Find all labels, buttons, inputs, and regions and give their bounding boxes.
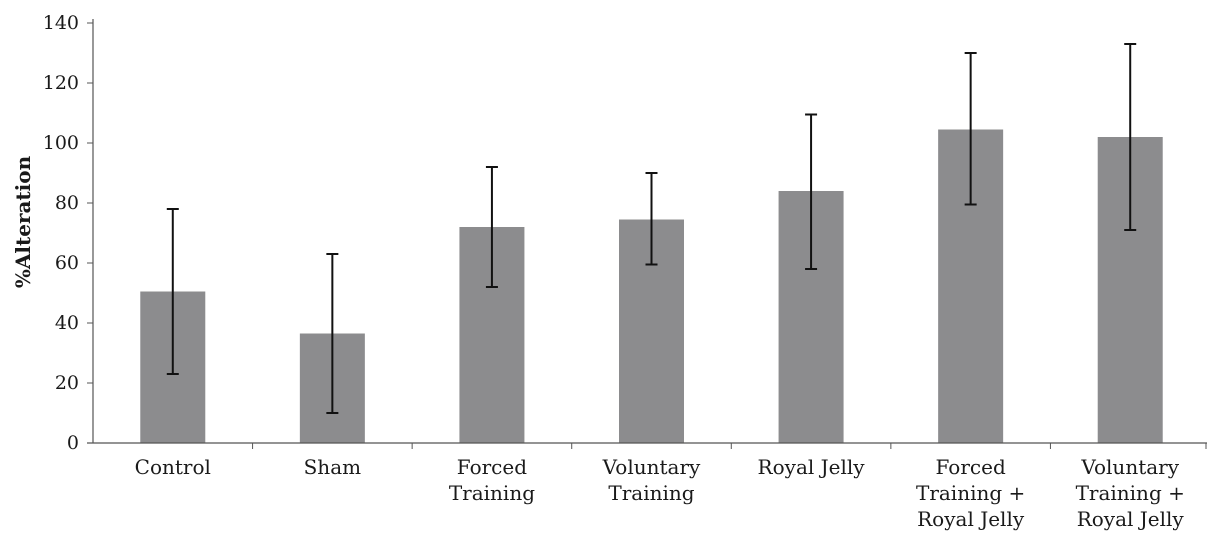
y-tick-label: 20 — [55, 372, 79, 394]
x-category-label: Forced Training — [449, 455, 535, 505]
x-category-label-line: Training + — [1076, 481, 1185, 505]
x-category-label-line: Royal Jelly — [758, 455, 866, 479]
y-tick-label: 0 — [67, 432, 79, 454]
x-category-label-line: Training + — [916, 481, 1025, 505]
y-tick-label: 80 — [55, 192, 79, 214]
x-category-label-line: Forced — [457, 455, 527, 479]
x-category-label-line: Sham — [304, 455, 362, 479]
x-category-label-line: Forced — [936, 455, 1006, 479]
y-tick-label: 100 — [43, 132, 79, 154]
x-category-label-line: Training — [608, 481, 694, 505]
x-category-label-line: Training — [449, 481, 535, 505]
x-category-label: Forced Training + Royal Jelly — [916, 455, 1025, 531]
y-tick-label: 120 — [43, 72, 79, 94]
x-category-label-line: Voluntary — [1080, 455, 1179, 479]
x-category-label: Royal Jelly — [758, 455, 866, 479]
axes — [87, 19, 1207, 449]
x-category-label-line: Royal Jelly — [917, 507, 1025, 531]
error-bars — [166, 43, 1137, 414]
y-tick-label: 60 — [55, 252, 79, 274]
x-category-label-line: Royal Jelly — [1077, 507, 1185, 531]
x-category-label-line: Control — [135, 455, 211, 479]
x-category-label-line: Voluntary — [602, 455, 701, 479]
y-tick-label: 40 — [55, 312, 79, 334]
x-category-label: Control — [135, 455, 211, 479]
x-category-label: Sham — [304, 455, 362, 479]
y-tick-label: 140 — [43, 12, 79, 34]
x-category-label: Voluntary Training + Royal Jelly — [1076, 455, 1185, 531]
y-axis-ticks: 0 20 40 60 80 100 120 140 — [43, 12, 93, 454]
y-axis-title: %Alteration — [11, 155, 35, 288]
x-category-label: Voluntary Training — [602, 455, 701, 505]
